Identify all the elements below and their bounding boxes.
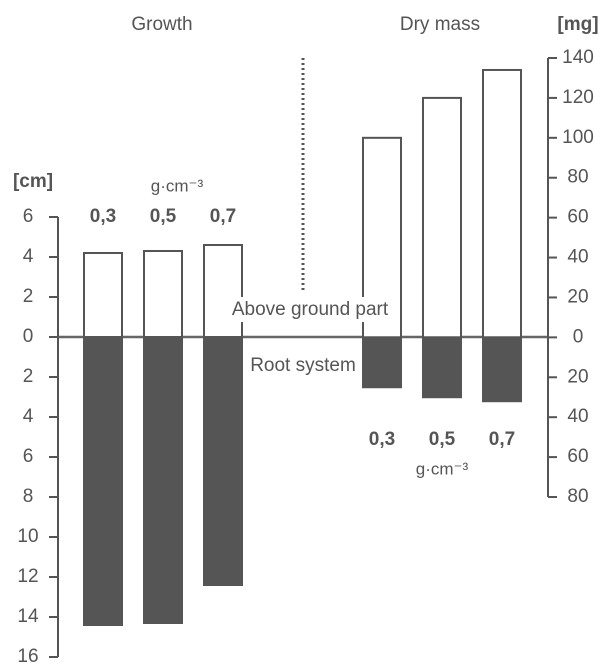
series-label: Root system (250, 355, 356, 376)
y-tick-label: 8 (23, 486, 34, 507)
bar (482, 336, 522, 403)
y-tick-label: 140 (562, 47, 594, 68)
label-background (246, 353, 360, 379)
x-tick-label: 0,5 (429, 429, 456, 450)
bar (143, 336, 183, 624)
category-unit: g·cm⁻³ (151, 176, 204, 195)
chart-title: Dry mass (400, 14, 480, 35)
y-tick-label: 6 (23, 446, 34, 467)
y-tick-label: 14 (17, 606, 39, 627)
y-tick-label: 20 (567, 286, 588, 307)
bar (143, 250, 183, 338)
series-label: Above ground part (232, 299, 389, 320)
y-tick-label: 4 (23, 246, 34, 267)
x-tick-label: 0,5 (150, 206, 177, 227)
y-tick-label: 2 (23, 366, 34, 387)
y-tick-label: 4 (23, 406, 34, 427)
y-tick-label: 40 (567, 247, 588, 268)
category-unit: g·cm⁻³ (416, 459, 469, 478)
bar (83, 336, 123, 626)
x-tick-label: 0,7 (489, 429, 515, 450)
y-tick-label: 40 (567, 406, 588, 427)
bar (482, 68, 522, 339)
y-tick-label: 10 (17, 526, 38, 547)
y-tick-label: 0 (573, 326, 584, 347)
x-tick-label: 0,7 (210, 206, 236, 227)
chart-title: Growth (131, 14, 192, 35)
x-tick-label: 0,3 (90, 206, 116, 227)
bar (203, 244, 243, 338)
y-tick-label: 6 (23, 206, 34, 227)
bar (422, 336, 462, 399)
y-tick-label: 16 (17, 646, 38, 666)
y-tick-label: 120 (562, 87, 594, 108)
bar (422, 96, 462, 339)
label-background (227, 297, 393, 323)
y-tick-label: 2 (23, 286, 34, 307)
y-tick-label: 60 (567, 446, 588, 467)
y-tick-label: 80 (567, 167, 588, 188)
x-tick-label: 0,3 (369, 429, 395, 450)
y-tick-label: 20 (567, 366, 588, 387)
bar (83, 252, 123, 338)
y-axis-label: [mg] (557, 14, 598, 35)
y-tick-label: 0 (23, 326, 34, 347)
y-axis-label: [cm] (13, 171, 53, 192)
y-tick-label: 60 (567, 207, 588, 228)
y-tick-label: 80 (567, 486, 588, 507)
bar (203, 336, 243, 586)
y-tick-label: 12 (17, 566, 38, 587)
y-tick-label: 100 (562, 127, 594, 148)
bar (362, 336, 402, 389)
